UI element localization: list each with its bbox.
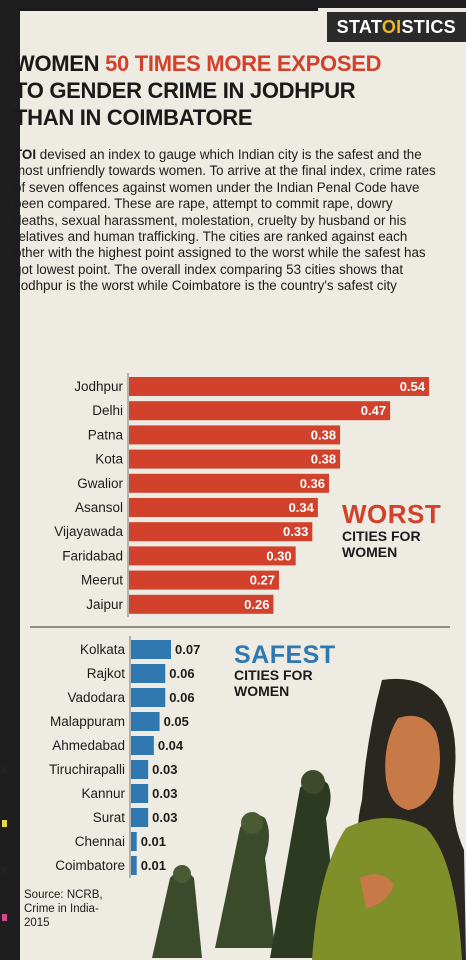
safest-value-label: 0.03 (152, 786, 177, 801)
worst-value-label: 0.54 (400, 379, 426, 394)
safest-bar-tiruchirapalli (131, 760, 149, 779)
safest-value-label: 0.06 (169, 666, 194, 681)
kicker-part-1: STAT (336, 17, 382, 37)
worst-bar-asansol (129, 498, 318, 517)
shadow-head (173, 865, 191, 883)
worst-value-label: 0.38 (311, 452, 336, 467)
shadow-head (301, 770, 325, 794)
worst-bar-vijayawada (129, 522, 313, 542)
worst-value-label: 0.38 (311, 427, 336, 442)
safest-bar-rajkot (131, 664, 166, 683)
worst-value-label: 0.30 (266, 548, 291, 563)
shadow-figure (152, 871, 202, 958)
woman-face (385, 715, 440, 810)
intro-paragraph: TOI devised an index to gauge which Indi… (14, 147, 439, 295)
worst-category-label: Delhi (92, 403, 123, 418)
safest-bar-kolkata (131, 640, 171, 659)
safest-bar-coimbatore (131, 856, 137, 875)
safest-category-label: Coimbatore (55, 858, 125, 873)
safest-category-label: Ahmedabad (52, 738, 125, 753)
worst-category-label: Vijayawada (54, 524, 123, 539)
worst-bar-delhi (129, 401, 391, 421)
safest-value-label: 0.03 (152, 762, 177, 777)
intro-body: devised an index to gauge which Indian c… (14, 147, 436, 294)
safest-bar-kannur (131, 784, 149, 803)
safest-category-label: Rajkot (87, 666, 126, 681)
worst-category-label: Kota (95, 452, 123, 467)
worst-category-label: Meerut (81, 573, 123, 588)
worst-bar-faridabad (129, 546, 296, 566)
safest-value-label: 0.05 (164, 714, 189, 729)
woman-hand (360, 874, 394, 908)
headline-line-3: THAN IN COIMBATORE (14, 105, 253, 130)
worst-value-label: 0.36 (300, 476, 325, 491)
safest-bar-chennai (131, 832, 137, 851)
safest-value-label: 0.01 (141, 858, 166, 873)
top-rule (18, 8, 318, 11)
safest-value-label: 0.04 (158, 738, 184, 753)
margin-mark (2, 820, 7, 827)
margin-mark (2, 767, 7, 774)
headline-highlight: 50 TIMES MORE EXPOSED (105, 51, 382, 76)
safest-label: SAFEST (234, 641, 336, 669)
headline-line-2: TO GENDER CRIME IN JODHPUR (14, 78, 356, 103)
worst-value-label: 0.34 (289, 500, 315, 515)
worst-value-label: 0.26 (244, 597, 269, 612)
headline-line-1: WOMEN 50 TIMES MORE EXPOSED (14, 50, 434, 77)
safest-bar-surat (131, 808, 149, 827)
worst-bar-meerut (129, 570, 279, 590)
section-kicker: STATOISTICS (326, 12, 466, 42)
worst-category-label: Gwalior (77, 476, 123, 491)
source-note: Source: NCRB, Crime in India-2015 (24, 889, 103, 929)
worst-label: WORST (342, 499, 442, 529)
worst-sublabel: CITIES FOR WOMEN (342, 528, 421, 560)
kicker-part-3: STICS (401, 17, 456, 37)
safest-value-label: 0.01 (141, 834, 166, 849)
worst-category-label: Faridabad (62, 548, 123, 563)
margin-mark (2, 914, 7, 921)
worst-bar-gwalior (129, 473, 329, 493)
safest-category-label: Surat (93, 810, 126, 825)
women-illustration (152, 678, 466, 960)
safest-category-label: Kannur (81, 786, 125, 801)
worst-value-label: 0.47 (361, 403, 386, 418)
safest-sublabel: CITIES FOR WOMEN (234, 667, 313, 699)
safest-category-label: Vadodara (67, 690, 125, 705)
margin-mark (2, 866, 7, 873)
safest-category-label: Tiruchirapalli (49, 762, 125, 777)
worst-bar-jodhpur (129, 377, 429, 396)
safest-value-label: 0.06 (169, 690, 194, 705)
worst-category-label: Asansol (75, 500, 123, 515)
safest-category-label: Kolkata (80, 642, 126, 657)
safest-value-label: 0.03 (152, 810, 177, 825)
worst-category-label: Jaipur (86, 597, 123, 612)
headline-lead: WOMEN (14, 51, 106, 76)
headline: WOMEN 50 TIMES MORE EXPOSED TO GENDER CR… (14, 50, 434, 131)
worst-value-label: 0.27 (250, 573, 275, 588)
intro-lead: TOI (14, 147, 37, 162)
worst-bar-kota (129, 449, 341, 469)
safest-bar-ahmedabad (131, 736, 154, 755)
worst-value-label: 0.33 (283, 524, 308, 539)
kicker-part-2: OI (381, 17, 402, 37)
shadow-figure (215, 814, 275, 948)
safest-category-label: Chennai (75, 834, 125, 849)
worst-bar-jaipur (129, 594, 274, 614)
safest-bar-vadodara (131, 688, 166, 707)
safest-bar-malappuram (131, 712, 160, 731)
safest-value-label: 0.07 (175, 642, 200, 657)
worst-bar-patna (129, 425, 341, 445)
worst-category-label: Jodhpur (74, 379, 123, 394)
shadow-head (241, 812, 263, 834)
worst-category-label: Patna (88, 427, 124, 442)
safest-category-label: Malappuram (50, 714, 125, 729)
